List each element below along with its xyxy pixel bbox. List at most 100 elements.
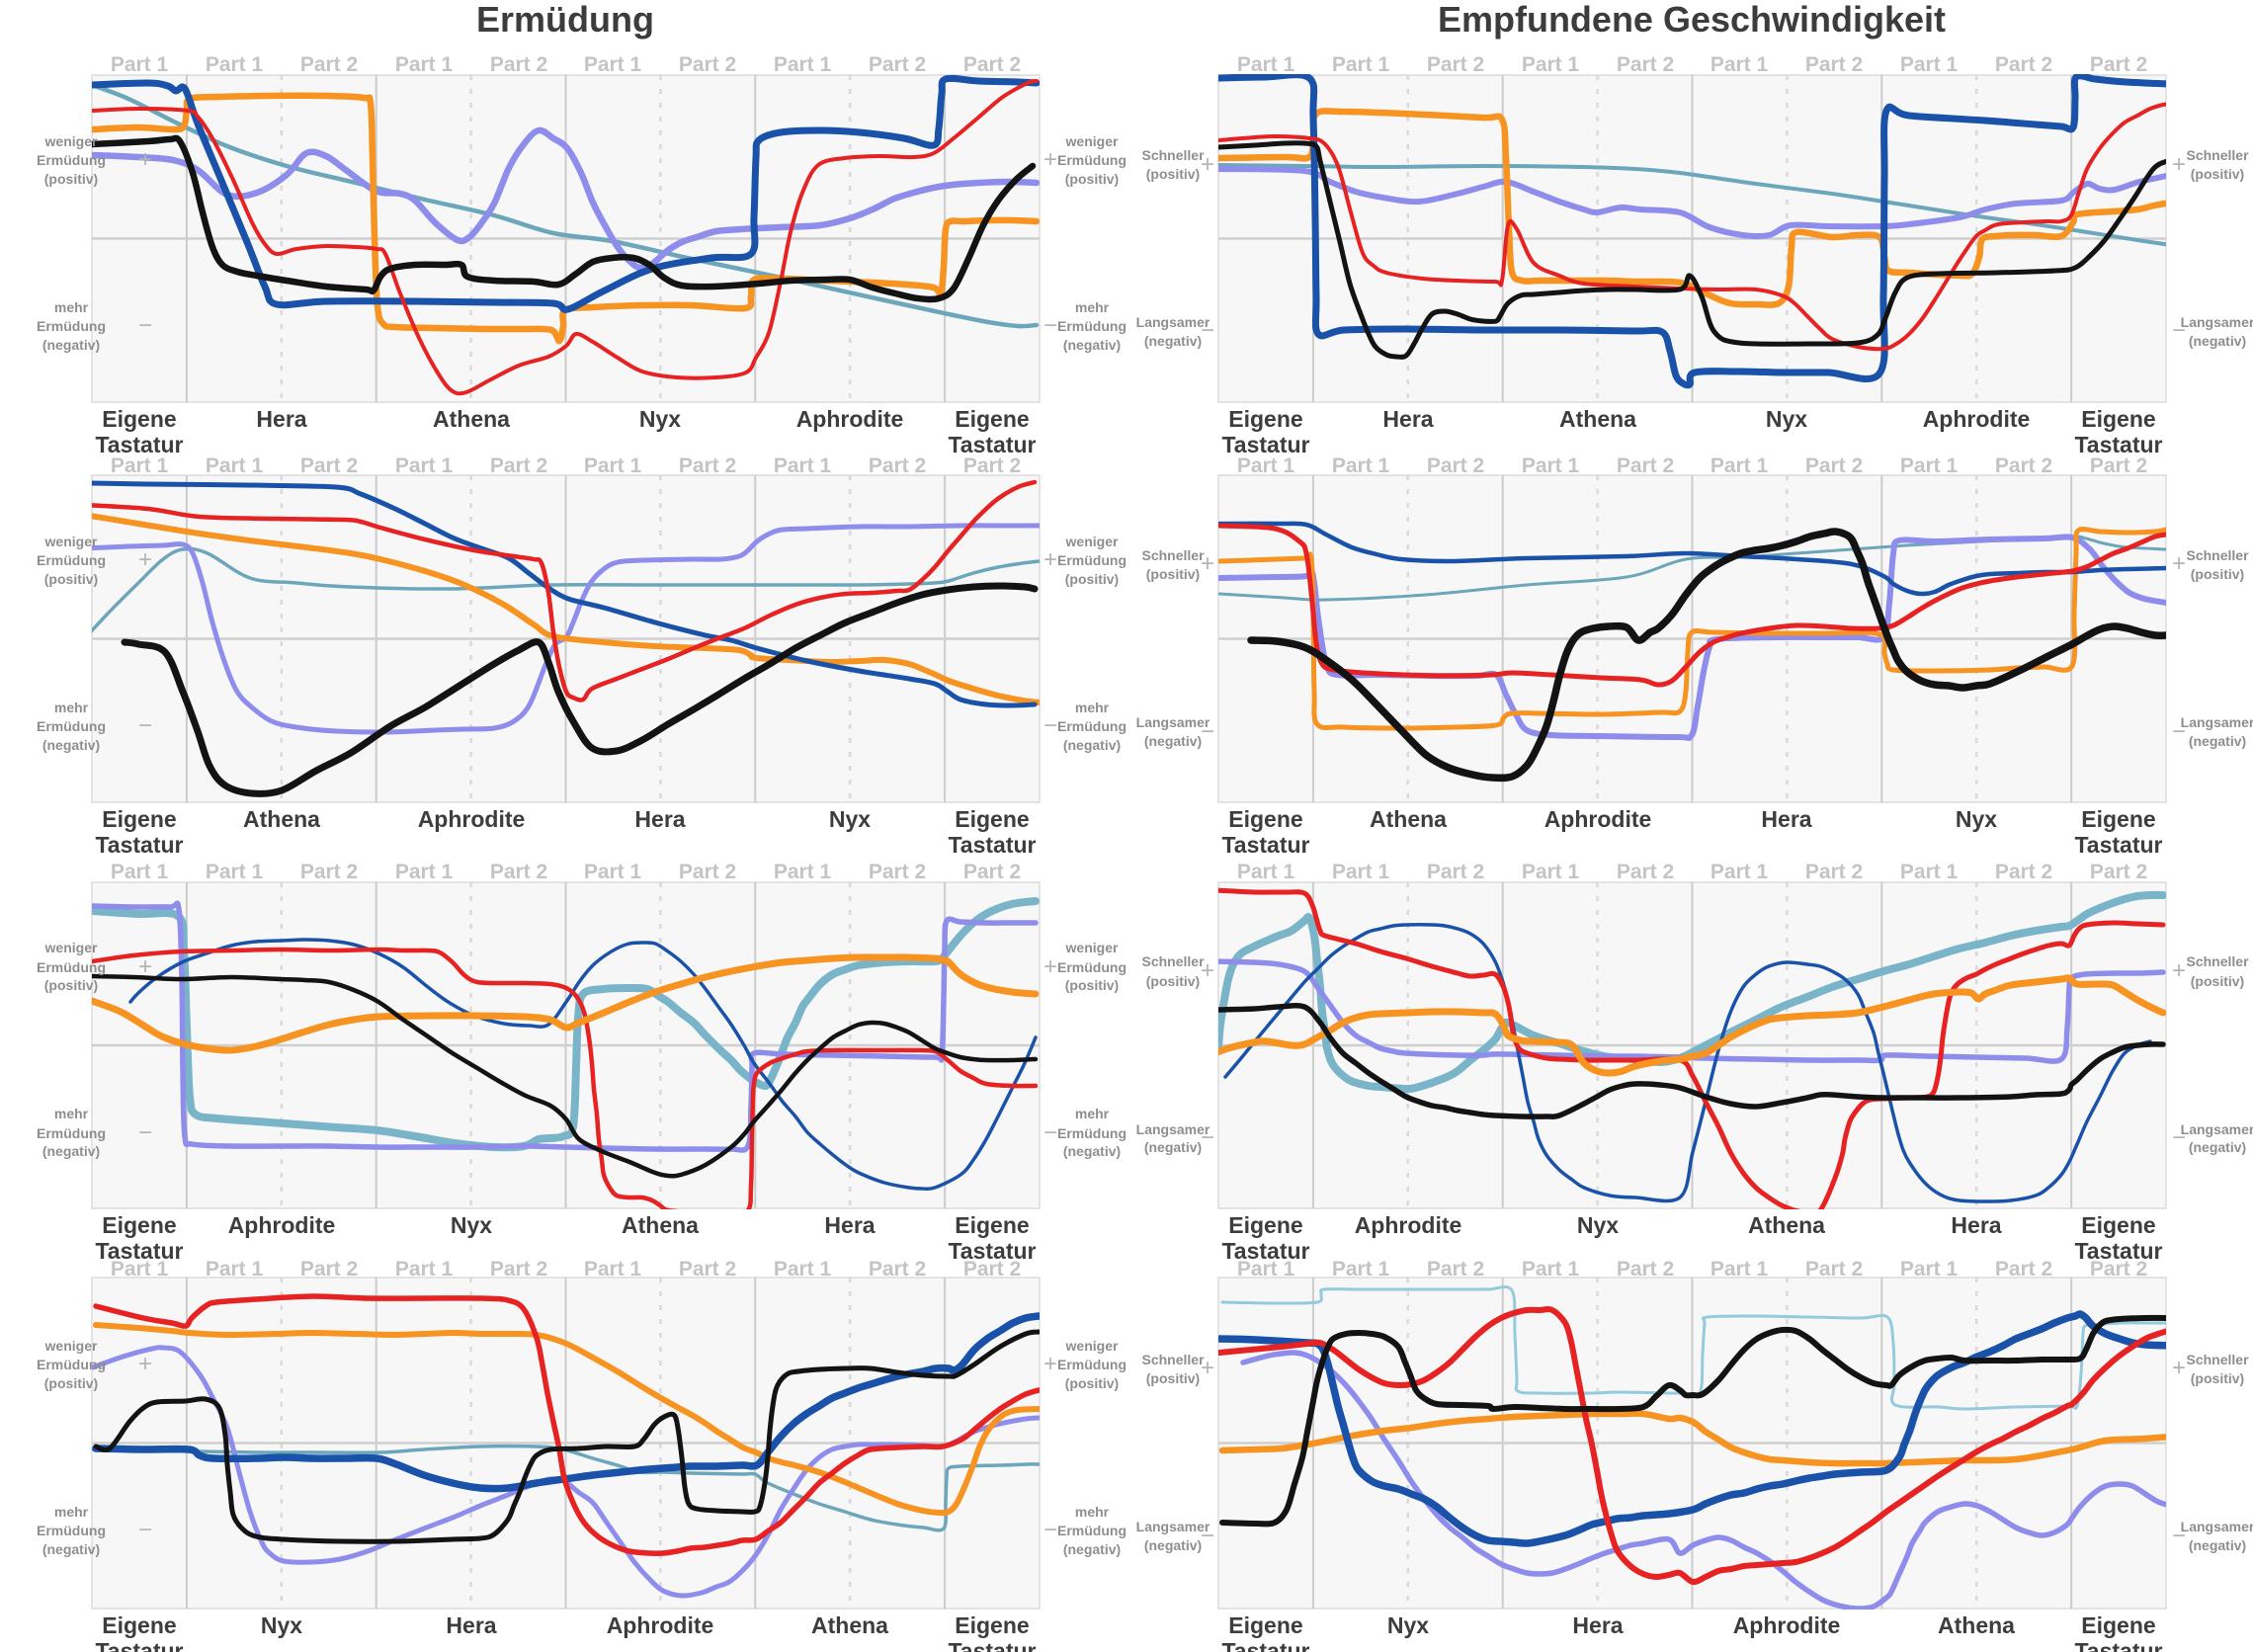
svg-text:Part 2: Part 2	[679, 53, 736, 76]
svg-text:(positiv): (positiv)	[1146, 166, 1200, 182]
svg-text:+: +	[1043, 953, 1057, 980]
svg-text:mehr: mehr	[1075, 1106, 1110, 1121]
svg-text:Ermüdung: Ermüdung	[476, 0, 654, 40]
svg-text:Part 1: Part 1	[111, 1258, 169, 1280]
svg-text:+: +	[2172, 550, 2186, 577]
svg-text:(positiv): (positiv)	[44, 977, 98, 993]
svg-text:Ermüdung: Ermüdung	[1057, 1523, 1126, 1538]
svg-text:Part 2: Part 2	[2090, 1258, 2147, 1280]
svg-text:(positiv): (positiv)	[44, 1375, 98, 1391]
svg-text:+: +	[1201, 1355, 1214, 1381]
svg-text:Part 2: Part 2	[1805, 454, 1863, 477]
svg-text:Part 1: Part 1	[111, 454, 169, 477]
svg-text:+: +	[2172, 151, 2186, 178]
svg-text:Part 2: Part 2	[963, 1258, 1021, 1280]
svg-text:Part 1: Part 1	[584, 861, 642, 883]
svg-text:Part 2: Part 2	[1805, 861, 1863, 883]
svg-text:Athena: Athena	[622, 1212, 699, 1238]
svg-text:Eigene: Eigene	[1228, 1612, 1302, 1638]
svg-text:Athena: Athena	[243, 806, 320, 832]
svg-text:Ermüdung: Ermüdung	[1057, 552, 1126, 568]
svg-text:Athena: Athena	[811, 1612, 888, 1638]
svg-text:+: +	[1043, 1351, 1057, 1377]
svg-text:Part 2: Part 2	[490, 1258, 547, 1280]
svg-text:Ermüdung: Ermüdung	[37, 959, 106, 975]
svg-text:Tastatur: Tastatur	[95, 432, 183, 457]
svg-text:+: +	[1201, 151, 1214, 178]
svg-text:(negativ): (negativ)	[1144, 1139, 1202, 1155]
svg-text:Ermüdung: Ermüdung	[37, 1357, 106, 1372]
svg-text:(negativ): (negativ)	[42, 1541, 100, 1557]
svg-text:mehr: mehr	[54, 700, 89, 715]
svg-text:Part 1: Part 1	[774, 53, 832, 76]
svg-text:(positiv): (positiv)	[1065, 171, 1119, 187]
svg-text:Part 2: Part 2	[963, 53, 1021, 76]
svg-text:Part 1: Part 1	[206, 1258, 264, 1280]
svg-text:weniger: weniger	[1065, 1338, 1119, 1354]
svg-text:Tastatur: Tastatur	[1221, 832, 1309, 858]
svg-text:Hera: Hera	[446, 1612, 496, 1638]
svg-text:Part 1: Part 1	[206, 53, 264, 76]
svg-text:Part 1: Part 1	[584, 1258, 642, 1280]
svg-text:Tastatur: Tastatur	[2074, 432, 2162, 457]
svg-text:Tastatur: Tastatur	[2074, 832, 2162, 858]
svg-text:Tastatur: Tastatur	[95, 1638, 183, 1652]
svg-text:Eigene: Eigene	[2081, 1212, 2155, 1238]
svg-text:weniger: weniger	[1065, 133, 1119, 149]
svg-text:Ermüdung: Ermüdung	[37, 1523, 106, 1538]
svg-text:(negativ): (negativ)	[2189, 1139, 2246, 1155]
svg-text:Part 2: Part 2	[1617, 454, 1674, 477]
svg-text:−: −	[1043, 1119, 1057, 1146]
svg-text:Part 2: Part 2	[490, 53, 547, 76]
svg-text:Part 1: Part 1	[1332, 861, 1390, 883]
svg-text:(negativ): (negativ)	[1144, 333, 1202, 349]
svg-text:+: +	[2172, 957, 2186, 984]
svg-text:mehr: mehr	[54, 1504, 89, 1520]
svg-text:Part 2: Part 2	[1427, 53, 1484, 76]
svg-text:Ermüdung: Ermüdung	[1057, 1125, 1126, 1141]
svg-text:Part 1: Part 1	[1237, 861, 1295, 883]
svg-text:+: +	[138, 546, 152, 573]
svg-text:Aphrodite: Aphrodite	[607, 1612, 714, 1638]
svg-text:weniger: weniger	[44, 940, 98, 955]
svg-text:(negativ): (negativ)	[1144, 733, 1202, 749]
svg-text:−: −	[138, 312, 152, 339]
svg-text:Eigene: Eigene	[955, 1612, 1029, 1638]
svg-text:Eigene: Eigene	[1228, 1212, 1302, 1238]
svg-text:+: +	[1201, 550, 1214, 577]
svg-text:Langsamer: Langsamer	[1136, 1519, 1210, 1534]
svg-text:Eigene: Eigene	[955, 406, 1029, 432]
svg-text:mehr: mehr	[1075, 299, 1110, 315]
svg-text:mehr: mehr	[1075, 700, 1110, 715]
svg-text:Part 2: Part 2	[1805, 53, 1863, 76]
svg-text:Part 1: Part 1	[1522, 454, 1580, 477]
svg-text:Schneller: Schneller	[1141, 953, 1205, 969]
svg-text:Tastatur: Tastatur	[948, 832, 1036, 858]
svg-text:Ermüdung: Ermüdung	[1057, 718, 1126, 734]
svg-text:mehr: mehr	[54, 1106, 89, 1121]
svg-text:Tastatur: Tastatur	[2074, 1238, 2162, 1264]
svg-text:Tastatur: Tastatur	[948, 1638, 1036, 1652]
svg-text:Part 1: Part 1	[1332, 53, 1390, 76]
svg-text:Part 1: Part 1	[1237, 1258, 1295, 1280]
svg-text:Part 2: Part 2	[1805, 1258, 1863, 1280]
svg-text:Part 2: Part 2	[490, 861, 547, 883]
svg-text:(negativ): (negativ)	[2189, 333, 2246, 349]
svg-text:−: −	[1201, 1124, 1214, 1151]
svg-text:Schneller: Schneller	[1141, 147, 1205, 163]
svg-text:(positiv): (positiv)	[1065, 571, 1119, 587]
svg-text:Part 1: Part 1	[774, 454, 832, 477]
svg-text:(negativ): (negativ)	[1063, 1143, 1121, 1159]
svg-text:Part 2: Part 2	[2090, 861, 2147, 883]
svg-text:Langsamer: Langsamer	[2181, 1519, 2253, 1534]
svg-text:Langsamer: Langsamer	[1136, 1121, 1210, 1137]
svg-text:(positiv): (positiv)	[1065, 977, 1119, 993]
svg-text:Part 1: Part 1	[1522, 1258, 1580, 1280]
svg-text:Eigene: Eigene	[2081, 806, 2155, 832]
svg-text:Nyx: Nyx	[1577, 1212, 1619, 1238]
svg-text:+: +	[138, 1351, 152, 1377]
svg-text:Langsamer: Langsamer	[2181, 1121, 2253, 1137]
svg-text:−: −	[2172, 317, 2186, 344]
svg-text:Athena: Athena	[1938, 1612, 2015, 1638]
svg-text:−: −	[138, 1517, 152, 1543]
